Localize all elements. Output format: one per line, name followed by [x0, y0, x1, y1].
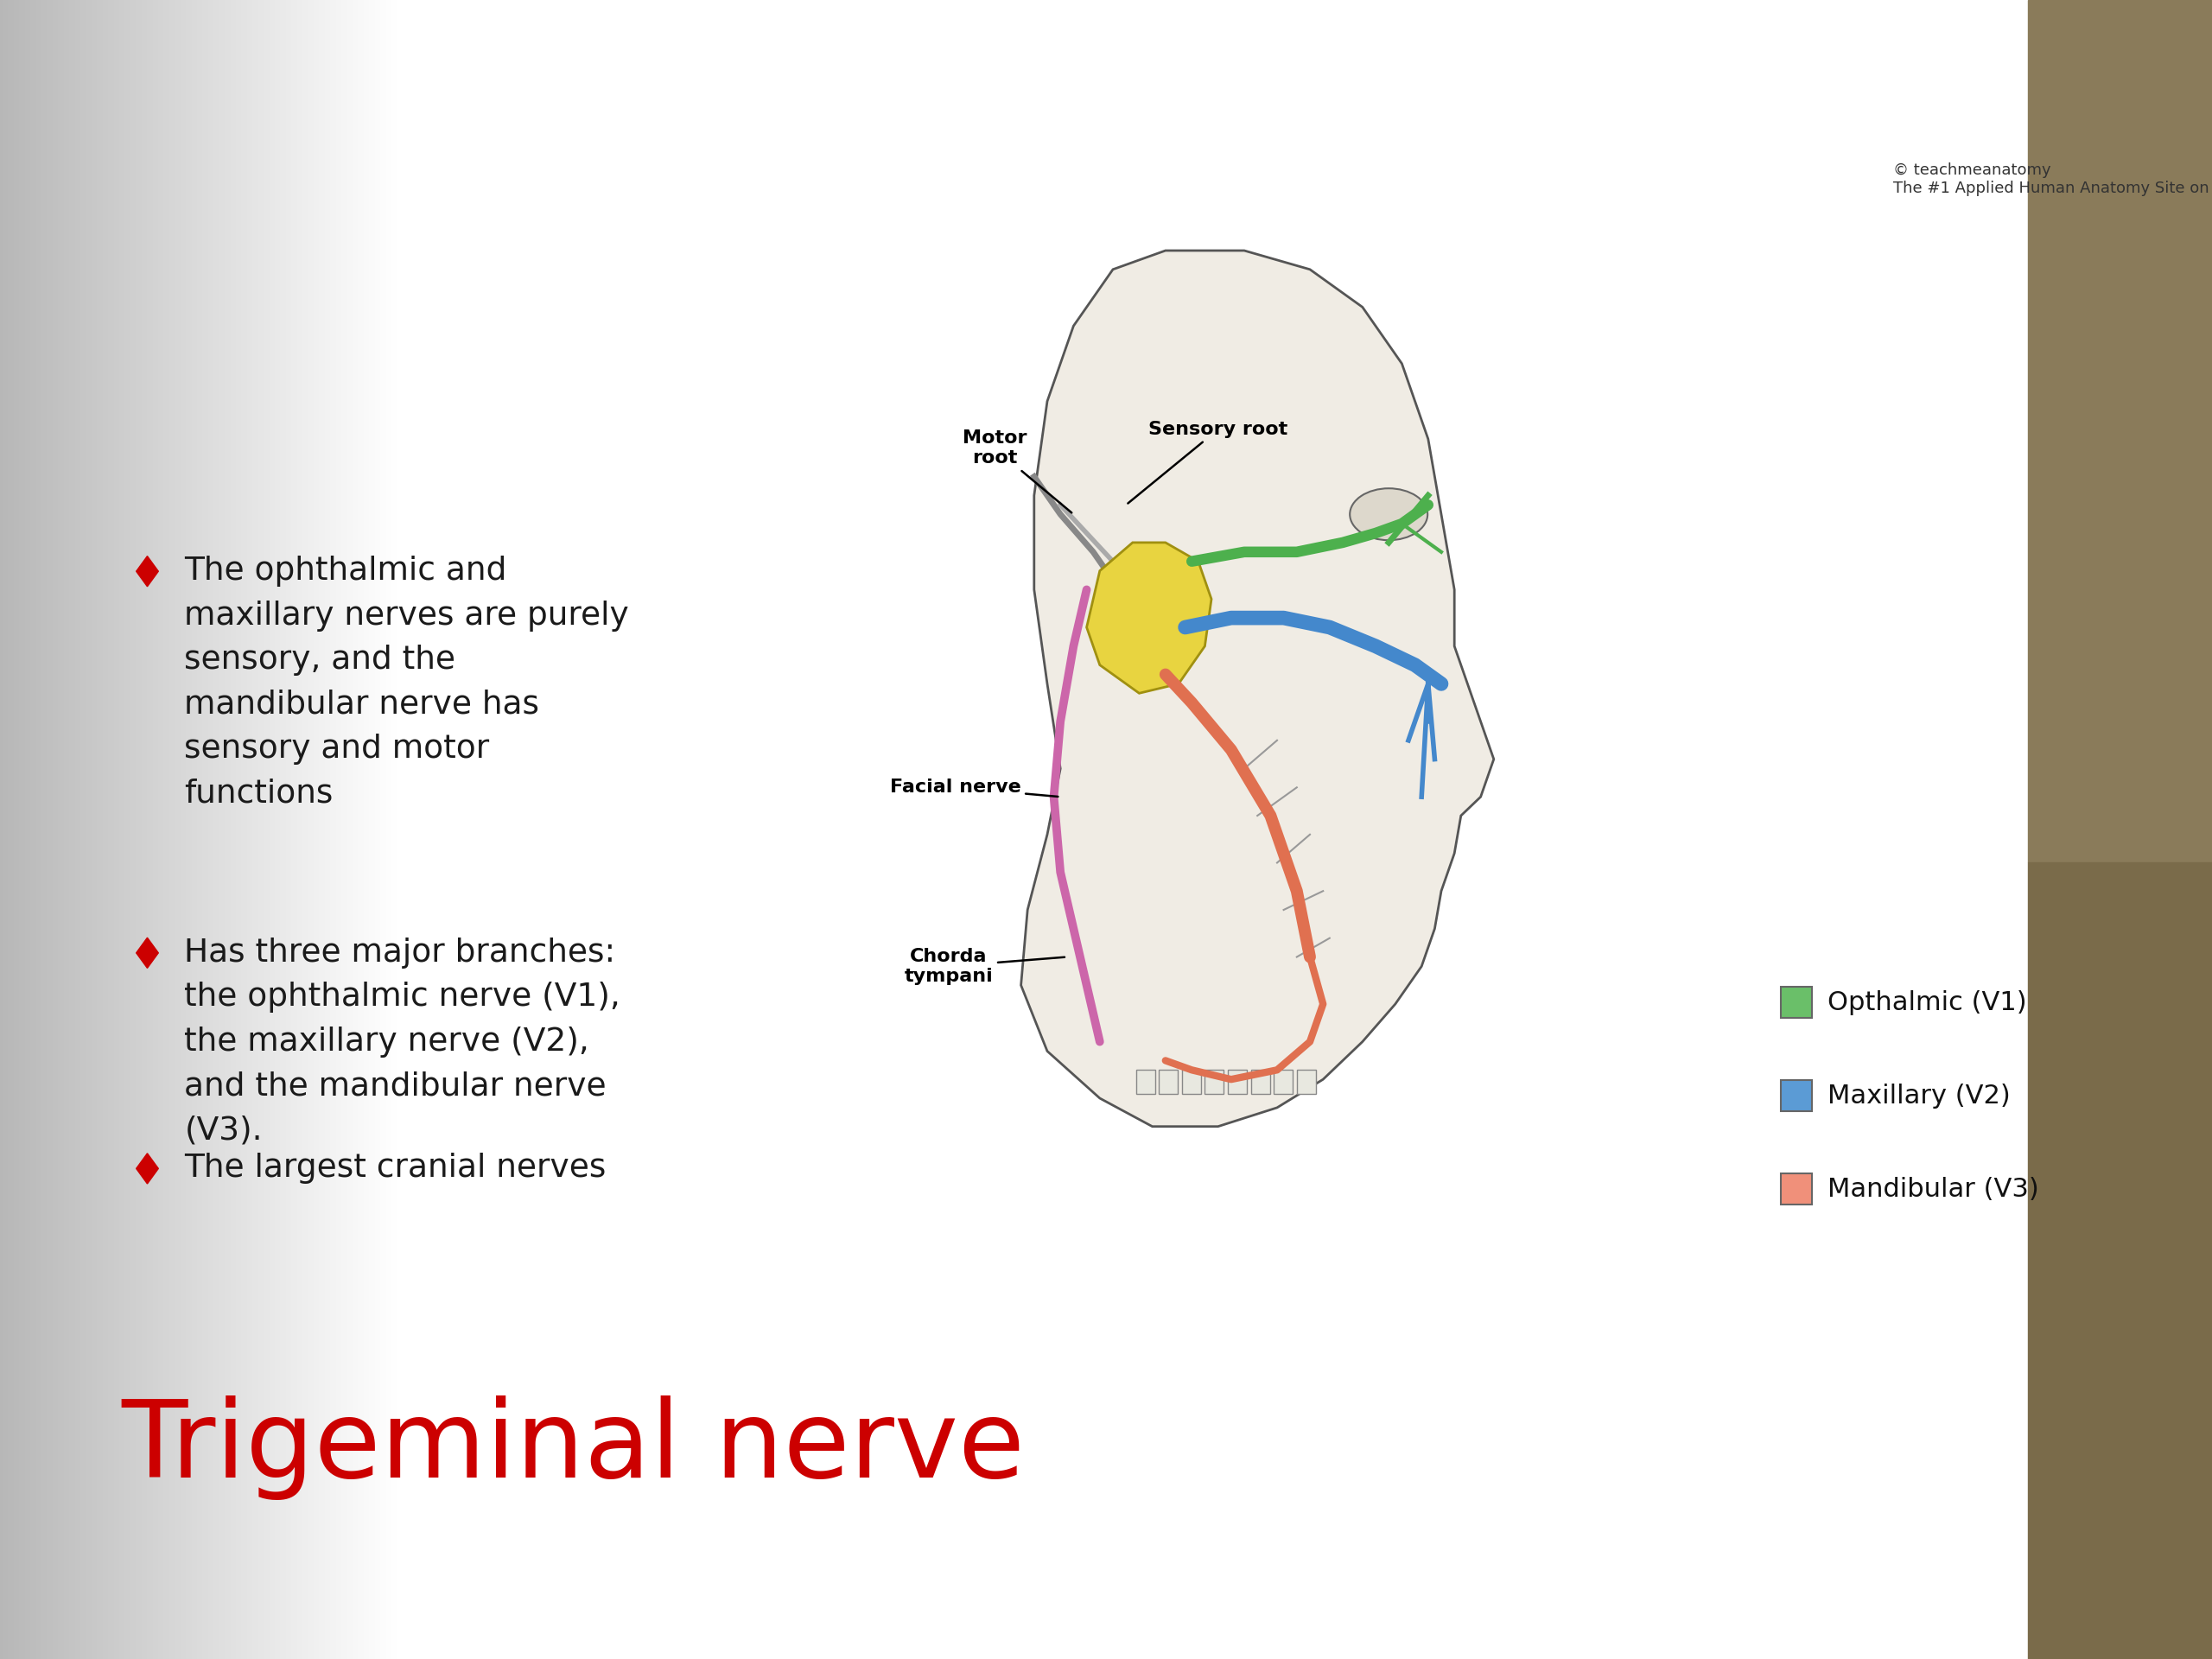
Bar — [1228, 1070, 1248, 1095]
Text: The ophthalmic and
maxillary nerves are purely
sensory, and the
mandibular nerve: The ophthalmic and maxillary nerves are … — [184, 556, 628, 810]
Polygon shape — [137, 571, 159, 587]
Text: Trigeminal nerve: Trigeminal nerve — [122, 1395, 1026, 1500]
Text: Opthalmic (V1): Opthalmic (V1) — [1827, 990, 2026, 1015]
Polygon shape — [1086, 542, 1212, 693]
Text: Has three major branches:
the ophthalmic nerve (V1),
the maxillary nerve (V2),
a: Has three major branches: the ophthalmic… — [184, 937, 622, 1146]
Text: Chorda
tympani: Chorda tympani — [905, 947, 1064, 985]
Bar — [1781, 1080, 1812, 1112]
Bar — [2028, 0, 2212, 863]
Polygon shape — [137, 1168, 159, 1185]
Polygon shape — [137, 937, 159, 952]
Bar — [1781, 1173, 1812, 1204]
Polygon shape — [137, 556, 159, 571]
Text: Motor
root: Motor root — [962, 430, 1071, 513]
Text: © teachmeanatomy
The #1 Applied Human Anatomy Site on the Web.: © teachmeanatomy The #1 Applied Human An… — [1893, 163, 2212, 196]
Text: The largest cranial nerves: The largest cranial nerves — [184, 1153, 606, 1185]
Polygon shape — [137, 1153, 159, 1168]
Ellipse shape — [1349, 488, 1427, 541]
Bar — [398, 0, 2212, 1659]
Bar — [1206, 1070, 1223, 1095]
Bar — [1159, 1070, 1177, 1095]
Bar — [1781, 987, 1812, 1019]
Polygon shape — [1022, 251, 1493, 1126]
Text: Maxillary (V2): Maxillary (V2) — [1827, 1083, 2011, 1108]
Bar — [1250, 1070, 1270, 1095]
Bar — [1274, 1070, 1292, 1095]
Bar — [2028, 863, 2212, 1659]
Text: Facial nerve: Facial nerve — [889, 778, 1057, 796]
Bar — [1181, 1070, 1201, 1095]
Text: Mandibular (V3): Mandibular (V3) — [1827, 1176, 2039, 1201]
Bar — [1296, 1070, 1316, 1095]
Text: Sensory root: Sensory root — [1128, 421, 1287, 503]
Polygon shape — [137, 952, 159, 969]
Bar — [1137, 1070, 1155, 1095]
